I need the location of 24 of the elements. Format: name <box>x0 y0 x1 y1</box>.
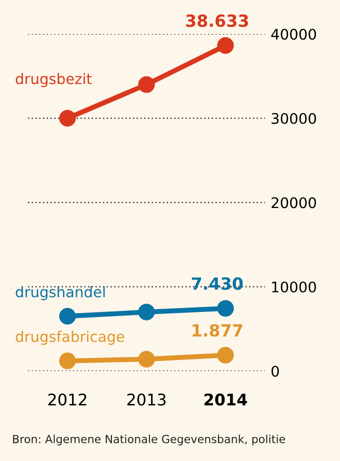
point <box>138 304 155 320</box>
x-tick-label: 2013 <box>127 394 166 406</box>
x-tick-label: 2012 <box>48 394 86 406</box>
point <box>138 350 155 368</box>
point <box>59 308 76 325</box>
y-tick-label: 30000 <box>272 112 316 124</box>
data-label: 1.877 <box>192 324 242 337</box>
series-label: drugshandel <box>16 286 105 300</box>
data-label: 38.633 <box>186 14 248 28</box>
y-tick-label: 20000 <box>272 197 316 208</box>
series-label: drugsbezit <box>16 72 92 88</box>
point <box>59 110 76 127</box>
point <box>217 346 234 364</box>
y-tick-label: 0 <box>272 366 279 377</box>
point <box>217 37 234 54</box>
y-tick-label: 10000 <box>272 281 316 292</box>
series-label: drugsfabricage <box>16 330 124 345</box>
y-tick-label: 40000 <box>271 28 316 40</box>
point <box>59 352 76 370</box>
point <box>138 76 155 93</box>
data-label: 7.430 <box>192 277 243 290</box>
point <box>217 300 234 317</box>
text: Bron: Algemene Nationale Gegevensbank, politie <box>13 434 286 446</box>
x-tick-label: 2014 <box>204 394 247 406</box>
